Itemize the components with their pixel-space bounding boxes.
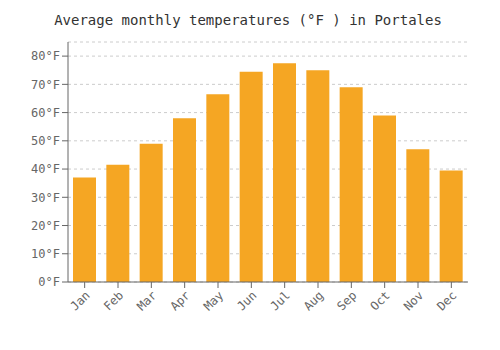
- svg-text:40°F: 40°F: [31, 162, 60, 176]
- svg-text:May: May: [201, 288, 226, 313]
- svg-text:Aug: Aug: [301, 288, 326, 313]
- svg-text:50°F: 50°F: [31, 134, 60, 148]
- svg-text:Oct: Oct: [368, 288, 393, 313]
- svg-text:30°F: 30°F: [31, 191, 60, 205]
- svg-text:Dec: Dec: [434, 288, 459, 313]
- svg-text:Jan: Jan: [68, 288, 93, 313]
- svg-text:70°F: 70°F: [31, 78, 60, 92]
- svg-text:Feb: Feb: [101, 288, 126, 313]
- svg-text:0°F: 0°F: [38, 275, 60, 289]
- svg-text:Jul: Jul: [268, 288, 293, 313]
- svg-text:20°F: 20°F: [31, 219, 60, 233]
- svg-text:Jun: Jun: [234, 288, 259, 313]
- svg-text:Mar: Mar: [134, 288, 159, 313]
- svg-text:60°F: 60°F: [31, 106, 60, 120]
- svg-text:80°F: 80°F: [31, 49, 60, 63]
- svg-text:Nov: Nov: [401, 288, 426, 313]
- svg-text:10°F: 10°F: [31, 247, 60, 261]
- html-text:Average monthly temperatures (: Average monthly temperatures (°F ) in Po…: [54, 12, 442, 28]
- svg-text:Sep: Sep: [334, 288, 359, 313]
- svg-text:Apr: Apr: [168, 288, 193, 313]
